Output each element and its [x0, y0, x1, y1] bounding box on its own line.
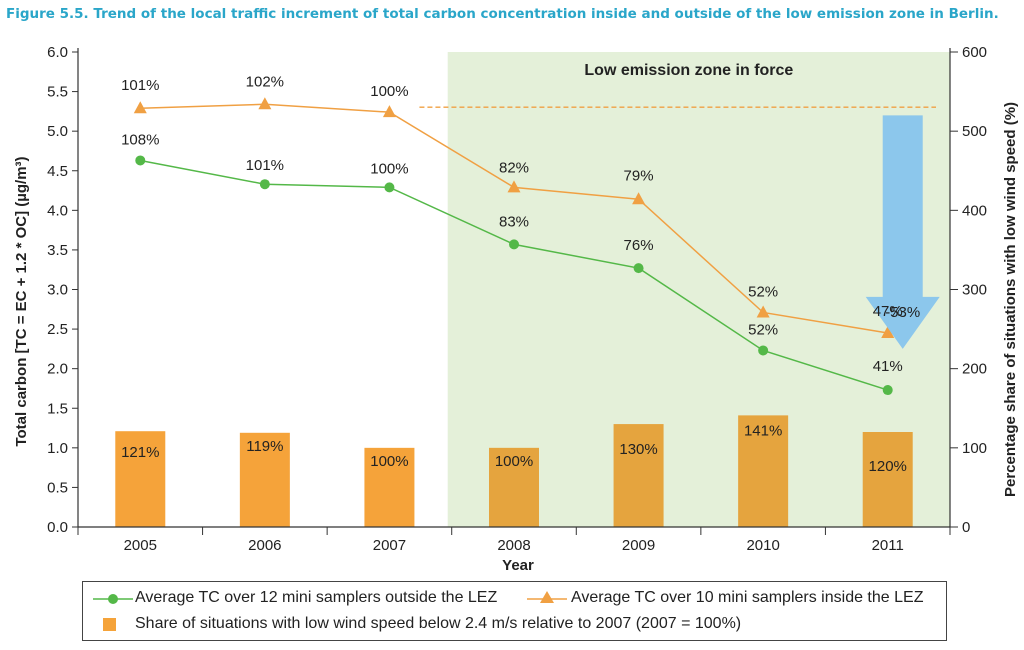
ytick-right-label-500: 500	[962, 123, 987, 140]
ytick-right-label-100: 100	[962, 440, 987, 457]
label-outside-2008: 83%	[499, 213, 529, 230]
point-outside-2011	[882, 385, 893, 396]
label-outside-2005: 108%	[121, 131, 159, 148]
label-inside-2008: 82%	[499, 159, 529, 176]
decrease-arrow-label: -53%	[885, 304, 920, 321]
bar-label-2010: 141%	[744, 422, 782, 439]
legend-green-marker	[93, 594, 133, 604]
x-axis-title: Year	[502, 557, 534, 574]
ytick-left-label-4.5: 4.5	[47, 163, 68, 180]
ytick-left-label-5.0: 5.0	[47, 123, 68, 140]
label-outside-2007: 100%	[370, 160, 408, 177]
ytick-right-label-300: 300	[962, 282, 987, 299]
point-inside-2008	[507, 180, 521, 193]
label-outside-2009: 76%	[624, 237, 654, 254]
y-axis-right-title: Percentage share of situations with low …	[1002, 102, 1019, 497]
label-inside-2005: 101%	[121, 77, 159, 94]
point-outside-2005	[135, 155, 146, 166]
bar-2007	[364, 447, 415, 527]
ytick-left-label-0.0: 0.0	[47, 519, 68, 536]
bar-label-2005: 121%	[121, 444, 159, 461]
bar-2008	[489, 447, 539, 527]
point-outside-2008	[509, 239, 519, 250]
lez-region-label: Low emission zone in force	[584, 62, 793, 79]
xtick-label-2009: 2009	[622, 537, 655, 554]
point-inside-2006	[258, 97, 272, 110]
xtick-label-2006: 2006	[248, 537, 281, 554]
bar-label-2008: 100%	[495, 453, 533, 470]
bar-label-2006: 119%	[246, 438, 283, 455]
label-outside-2010: 52%	[748, 321, 778, 338]
point-inside-2005	[133, 101, 147, 114]
ytick-right-label-0: 0	[962, 519, 970, 536]
ytick-right-label-200: 200	[962, 361, 987, 378]
point-outside-2009	[633, 263, 644, 274]
xtick-label-2010: 2010	[746, 537, 779, 554]
bar-2009	[613, 424, 664, 527]
xtick-label-2005: 2005	[124, 537, 157, 554]
label-inside-2010: 52%	[748, 283, 778, 300]
ytick-left-label-6.0: 6.0	[47, 44, 68, 61]
xtick-label-2007: 2007	[373, 537, 406, 554]
y-axis-left-title: Total carbon [TC = EC + 1.2 * OC] (µg/m³…	[13, 156, 30, 446]
ytick-right-label-400: 400	[962, 202, 987, 219]
bar-2011	[862, 432, 913, 527]
point-inside-2009	[632, 192, 646, 205]
point-inside-2011	[881, 326, 895, 339]
point-inside-2007	[382, 105, 396, 118]
xtick-label-2011: 2011	[872, 537, 904, 554]
ytick-left-label-1.0: 1.0	[47, 440, 68, 457]
legend-orange-marker	[527, 591, 567, 603]
point-outside-2007	[384, 182, 395, 193]
ytick-left-label-0.5: 0.5	[47, 479, 68, 496]
ytick-left-label-2.5: 2.5	[47, 321, 68, 338]
bar-2010	[738, 415, 789, 527]
ytick-left-label-3.5: 3.5	[47, 242, 68, 259]
point-outside-2010	[758, 345, 769, 356]
bar-2005	[115, 431, 166, 527]
ytick-left-label-1.5: 1.5	[47, 400, 68, 417]
label-inside-2006: 102%	[246, 73, 284, 90]
label-outside-2011: 41%	[873, 358, 903, 375]
legend: Average TC over 12 mini samplers outside…	[82, 581, 947, 641]
ytick-left-label-5.5: 5.5	[47, 84, 68, 101]
bar-2006	[239, 432, 290, 527]
ytick-left-label-4.0: 4.0	[47, 202, 68, 219]
bar-label-2007: 100%	[370, 453, 408, 470]
legend-bar-swatch	[103, 618, 116, 631]
label-inside-2009: 79%	[624, 167, 654, 184]
legend-inside-lez: Average TC over 10 mini samplers inside …	[571, 589, 924, 606]
label-inside-2007: 100%	[370, 83, 408, 100]
legend-outside-lez: Average TC over 12 mini samplers outside…	[135, 589, 498, 606]
legend-wind-share: Share of situations with low wind speed …	[135, 615, 742, 632]
bar-label-2011: 120%	[869, 458, 907, 475]
ytick-left-label-2.0: 2.0	[47, 361, 68, 378]
xtick-label-2008: 2008	[497, 537, 530, 554]
point-outside-2006	[259, 179, 270, 190]
ytick-right-label-600: 600	[962, 44, 987, 61]
ytick-left-label-3.0: 3.0	[47, 282, 68, 299]
figure-title: Figure 5.5. Trend of the local traffic i…	[6, 6, 999, 22]
point-inside-2010	[756, 305, 770, 318]
decrease-arrow	[865, 115, 940, 349]
label-inside-2011: 47%	[873, 303, 903, 320]
label-outside-2006: 101%	[246, 157, 284, 174]
bar-label-2009: 130%	[619, 441, 657, 458]
